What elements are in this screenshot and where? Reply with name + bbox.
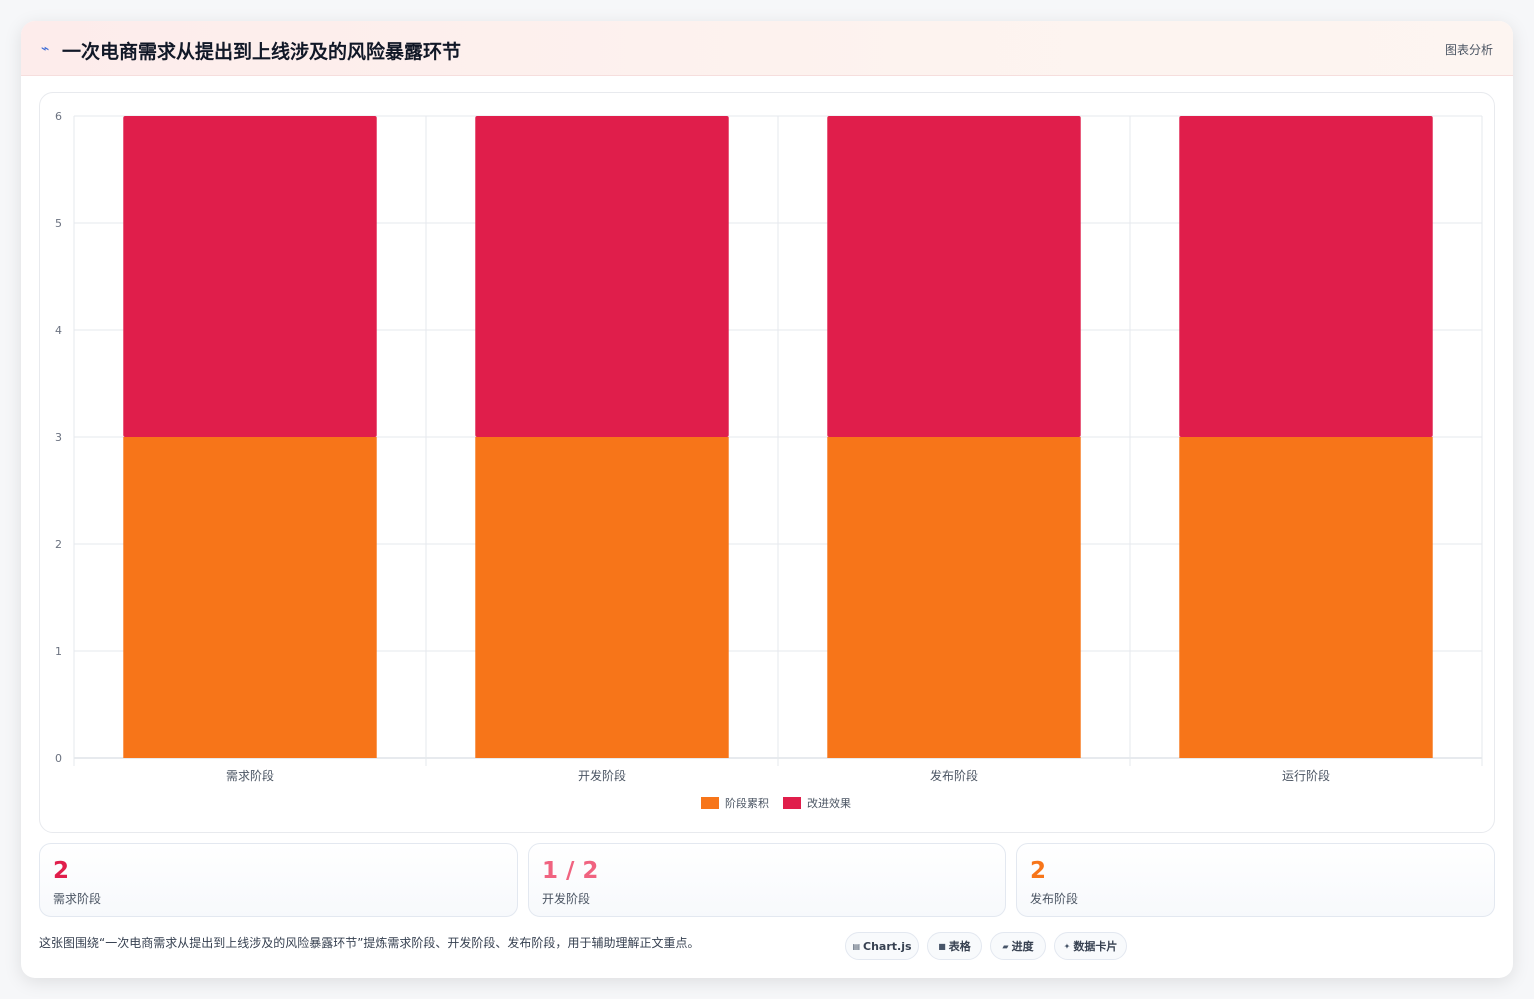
y-tick-label: 0 (55, 752, 62, 765)
x-tick-label: 开发阶段 (578, 768, 626, 783)
tag-chartjs[interactable]: ▤ Chart.js (845, 932, 919, 960)
x-tick-label: 需求阶段 (226, 768, 274, 783)
bar (475, 116, 729, 437)
tag-label: 进度 (1011, 940, 1034, 953)
chart-analysis-link[interactable]: 图表分析 (1444, 43, 1493, 57)
bar (123, 116, 377, 437)
x-tick-label: 发布阶段 (930, 768, 978, 783)
stat-label: 发布阶段 (1030, 892, 1079, 906)
legend-label: 改进效果 (807, 796, 851, 810)
table-icon: ■ (938, 941, 946, 951)
stat-value: 2 (1030, 858, 1047, 884)
bar (1179, 116, 1433, 437)
legend-swatch (783, 797, 801, 809)
y-tick-label: 5 (55, 217, 62, 230)
legend-label: 阶段累积 (725, 796, 769, 810)
stat-value: 1 / 2 (542, 858, 599, 884)
chart-card: ⌁ 一次电商需求从提出到上线涉及的风险暴露环节 图表分析 0 1 2 3 4 5 6 需求阶段… (21, 21, 1513, 978)
chart-panel: 0 1 2 3 4 5 6 需求阶段 开发阶段 发布阶段 运行阶段阶段累积 改进效果 (39, 92, 1495, 833)
bar (1179, 437, 1433, 758)
y-tick-label: 1 (55, 645, 62, 658)
stat-card: 2 需求阶段 (39, 843, 518, 917)
tag-data-card[interactable]: ✦ 数据卡片 (1054, 932, 1127, 960)
progress-icon: ▰ (1002, 941, 1009, 951)
stat-value: 2 (53, 858, 70, 884)
bar (827, 116, 1081, 437)
tag-label: Chart.js (863, 939, 912, 953)
lightning-icon: ⌁ (41, 41, 50, 57)
y-tick-label: 2 (55, 538, 62, 551)
legend-swatch (701, 797, 719, 809)
y-tick-label: 6 (55, 110, 62, 123)
stat-label: 开发阶段 (542, 892, 591, 906)
chart-icon: ▤ (852, 941, 861, 951)
stat-card: 2 发布阶段 (1016, 843, 1495, 917)
chart-caption: 这张图围绕“一次电商需求从提出到上线涉及的风险暴露环节”提炼需求阶段、开发阶段、… (39, 936, 700, 950)
stat-card: 1 / 2 开发阶段 (528, 843, 1006, 917)
stat-label: 需求阶段 (53, 892, 102, 906)
y-tick-label: 3 (55, 431, 62, 444)
tag-label: 数据卡片 (1073, 940, 1118, 953)
y-tick-label: 4 (55, 324, 62, 337)
bar (123, 437, 377, 758)
tag-table[interactable]: ■ 表格 (927, 932, 982, 960)
bar (475, 437, 729, 758)
tag-label: 表格 (948, 940, 971, 953)
card-header: ⌁ 一次电商需求从提出到上线涉及的风险暴露环节 图表分析 (21, 21, 1513, 76)
bar (827, 437, 1081, 758)
chart-title: 一次电商需求从提出到上线涉及的风险暴露环节 (62, 41, 462, 63)
sparkle-icon: ✦ (1063, 941, 1071, 951)
x-tick-label: 运行阶段 (1282, 768, 1330, 783)
tag-progress[interactable]: ▰ 进度 (990, 932, 1046, 960)
